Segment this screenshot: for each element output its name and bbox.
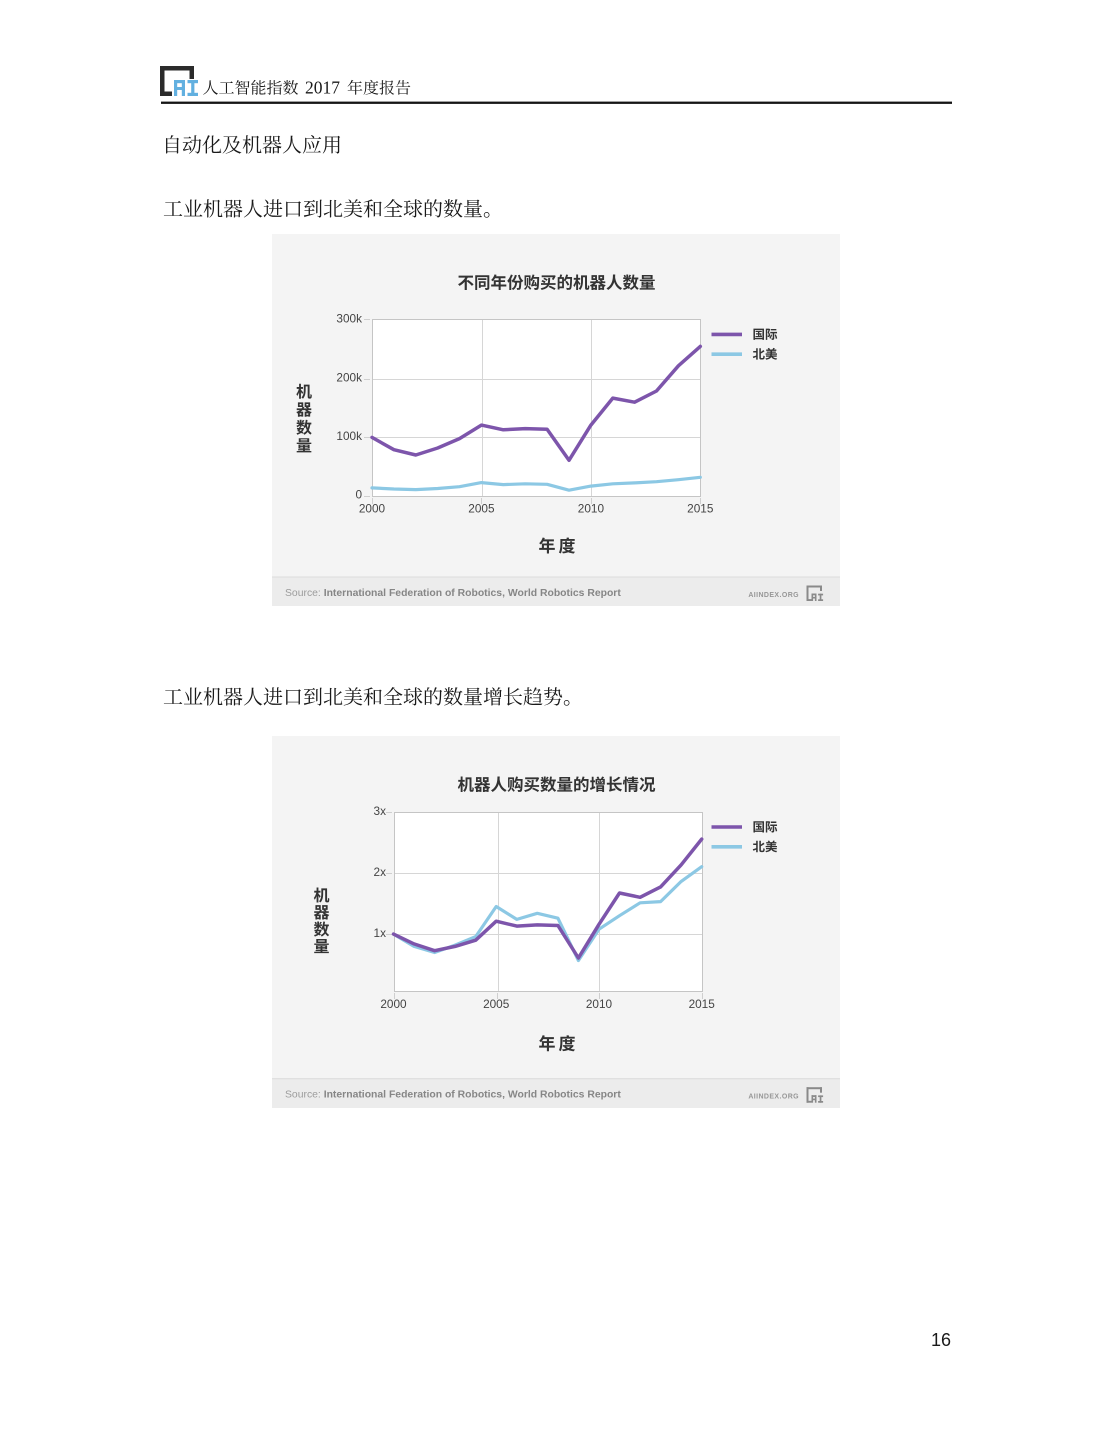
svg-text:2000: 2000 [380,997,407,1011]
svg-text:2005: 2005 [468,501,495,515]
svg-text:2010: 2010 [578,501,605,515]
svg-text:2005: 2005 [483,997,510,1011]
svg-text:AIINDEX.ORG: AIINDEX.ORG [748,1094,799,1101]
svg-text:Source: International Federati: Source: International Federation of Robo… [285,1090,621,1101]
svg-text:2010: 2010 [586,997,613,1011]
svg-text:2000: 2000 [359,501,386,515]
svg-text:2015: 2015 [689,997,716,1011]
svg-text:2017: 2017 [305,78,340,98]
svg-text:3x: 3x [374,804,387,818]
svg-text:AIINDEX.ORG: AIINDEX.ORG [748,592,799,599]
svg-text:1x: 1x [374,926,387,940]
svg-text:2015: 2015 [687,501,714,515]
svg-text:200k: 200k [336,371,362,385]
svg-text:0: 0 [355,488,362,502]
svg-text:300k: 300k [336,312,362,326]
svg-text:Source: International Federati: Source: International Federation of Robo… [285,588,621,599]
svg-text:16: 16 [931,1330,951,1350]
svg-text:2x: 2x [374,865,387,879]
svg-text:100k: 100k [336,429,362,443]
